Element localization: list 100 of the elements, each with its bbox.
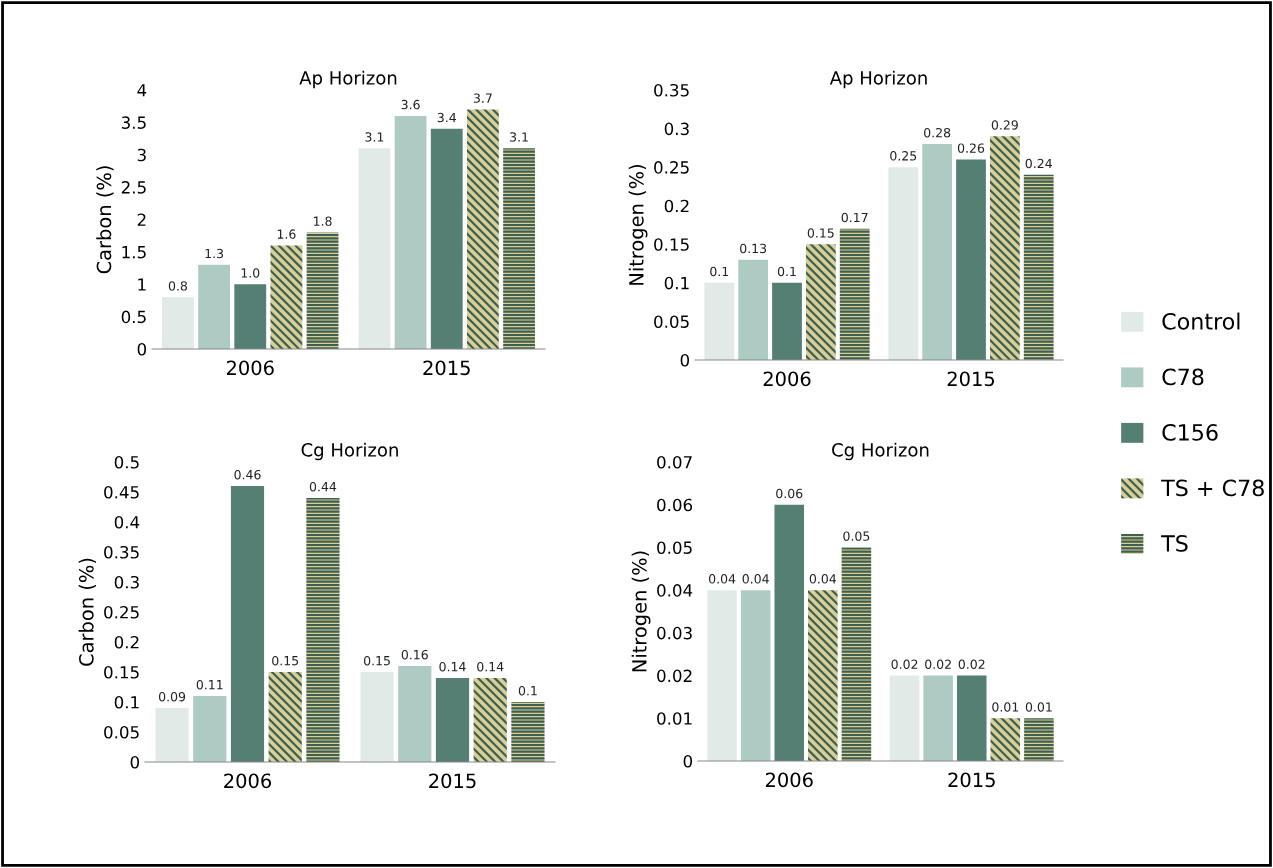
bar: [435, 678, 470, 762]
data-label: 0.1: [518, 685, 537, 696]
bar: [839, 228, 870, 360]
y-tick-label: 0.35: [654, 83, 689, 97]
data-label: 1.8: [314, 216, 332, 226]
data-label: 3.6: [401, 99, 420, 110]
bar: [358, 148, 391, 349]
data-label: 0.28: [924, 127, 951, 138]
x-tick-label: 2006: [224, 773, 272, 789]
y-tick-label: 0: [683, 754, 693, 768]
bar: [956, 675, 987, 761]
data-label: 0.02: [925, 659, 951, 669]
data-label: 0.05: [843, 531, 870, 541]
data-label: 0.04: [809, 574, 837, 584]
bar: [738, 259, 769, 360]
data-label: 0.13: [740, 243, 767, 254]
bar: [430, 128, 463, 349]
chart-title: Ap Horizon: [829, 70, 927, 89]
bar: [990, 718, 1021, 761]
data-label: 3.1: [510, 132, 528, 142]
bar: [162, 297, 194, 349]
y-tick-label: 0.3: [664, 122, 689, 136]
data-label: 0.1: [777, 266, 796, 277]
bar: [198, 264, 230, 349]
y-tick-label: 0.05: [657, 541, 692, 554]
y-tick-label: 3.5: [121, 116, 146, 129]
y-tick-label: 0.2: [114, 635, 139, 649]
bar: [808, 590, 838, 761]
y-tick-label: 2: [137, 213, 146, 226]
bar: [306, 232, 339, 349]
chart-title: Cg Horizon: [301, 442, 398, 461]
y-tick-label: 0.25: [654, 161, 689, 174]
y-tick-label: 0.01: [657, 712, 692, 725]
data-label: 0.16: [401, 649, 428, 660]
y-tick-label: 0.06: [657, 498, 693, 512]
data-label: 3.4: [437, 112, 456, 123]
y-tick-label: 0.1: [114, 695, 139, 709]
y-tick-label: 0: [137, 342, 147, 356]
legend-label: TS + C78: [1161, 479, 1264, 497]
x-tick-label: 2015: [947, 371, 995, 387]
data-label: 0.1: [710, 266, 729, 277]
legend-label: TS: [1161, 534, 1188, 552]
legend-label: Control: [1162, 312, 1240, 330]
bar: [805, 244, 836, 360]
data-label: 0.06: [776, 488, 803, 499]
bar: [923, 675, 953, 761]
data-label: 0.46: [234, 469, 261, 480]
y-tick-label: 0.2: [664, 199, 689, 213]
y-tick-label: 0.05: [104, 725, 139, 739]
y-tick-label: 0.04: [657, 584, 693, 597]
bar: [473, 678, 507, 762]
bar: [306, 498, 340, 762]
y-tick-label: 1: [138, 278, 146, 291]
chart-title: Ap Horizon: [299, 70, 397, 89]
bar: [511, 702, 545, 762]
data-label: 0.44: [309, 481, 337, 492]
bar: [1024, 718, 1054, 761]
y-tick-label: 0: [680, 353, 690, 367]
bar: [467, 109, 499, 349]
y-tick-label: 0.1: [664, 276, 689, 290]
y-tick-label: 0.15: [654, 238, 689, 251]
y-tick-label: 0.3: [114, 575, 139, 589]
data-label: 0.04: [709, 574, 736, 584]
data-label: 0.8: [168, 281, 188, 291]
bar: [707, 590, 737, 761]
y-tick-label: 0.5: [114, 455, 139, 469]
data-label: 0.04: [742, 574, 769, 584]
bar: [841, 547, 872, 761]
y-tick-label: 0.5: [121, 310, 146, 324]
bar: [989, 136, 1020, 360]
x-tick-label: 2006: [765, 772, 813, 788]
data-label: 0.29: [991, 120, 1018, 130]
y-tick-label: 0.15: [104, 665, 139, 679]
data-label: 0.14: [477, 661, 504, 672]
bar: [503, 148, 535, 349]
data-label: 0.26: [957, 143, 985, 153]
data-label: 3.7: [473, 93, 492, 103]
data-label: 0.02: [958, 659, 985, 669]
data-label: 0.11: [196, 679, 223, 690]
data-label: 0.14: [439, 661, 466, 672]
y-tick-label: 0.4: [114, 515, 140, 529]
data-label: 0.17: [841, 212, 868, 223]
y-tick-label: 0.25: [104, 605, 139, 619]
bar: [1023, 174, 1054, 360]
y-tick-label: 0.07: [657, 455, 692, 469]
bar: [774, 504, 805, 761]
data-label: 3.1: [365, 132, 384, 142]
data-label: 0.15: [807, 228, 834, 238]
bar: [922, 144, 953, 360]
bar: [772, 282, 802, 360]
bar: [398, 666, 432, 762]
y-axis-title: Nitrogen (%): [631, 551, 651, 672]
data-label: 0.01: [1025, 702, 1052, 712]
y-tick-label: 1.5: [122, 246, 146, 259]
data-label: 0.15: [272, 655, 299, 666]
y-tick-label: 4: [137, 84, 147, 97]
y-tick-label: 3: [137, 148, 146, 162]
y-tick-label: 0.03: [657, 626, 692, 640]
data-label: 1.0: [241, 268, 260, 278]
y-tick-label: 0.02: [657, 669, 692, 683]
